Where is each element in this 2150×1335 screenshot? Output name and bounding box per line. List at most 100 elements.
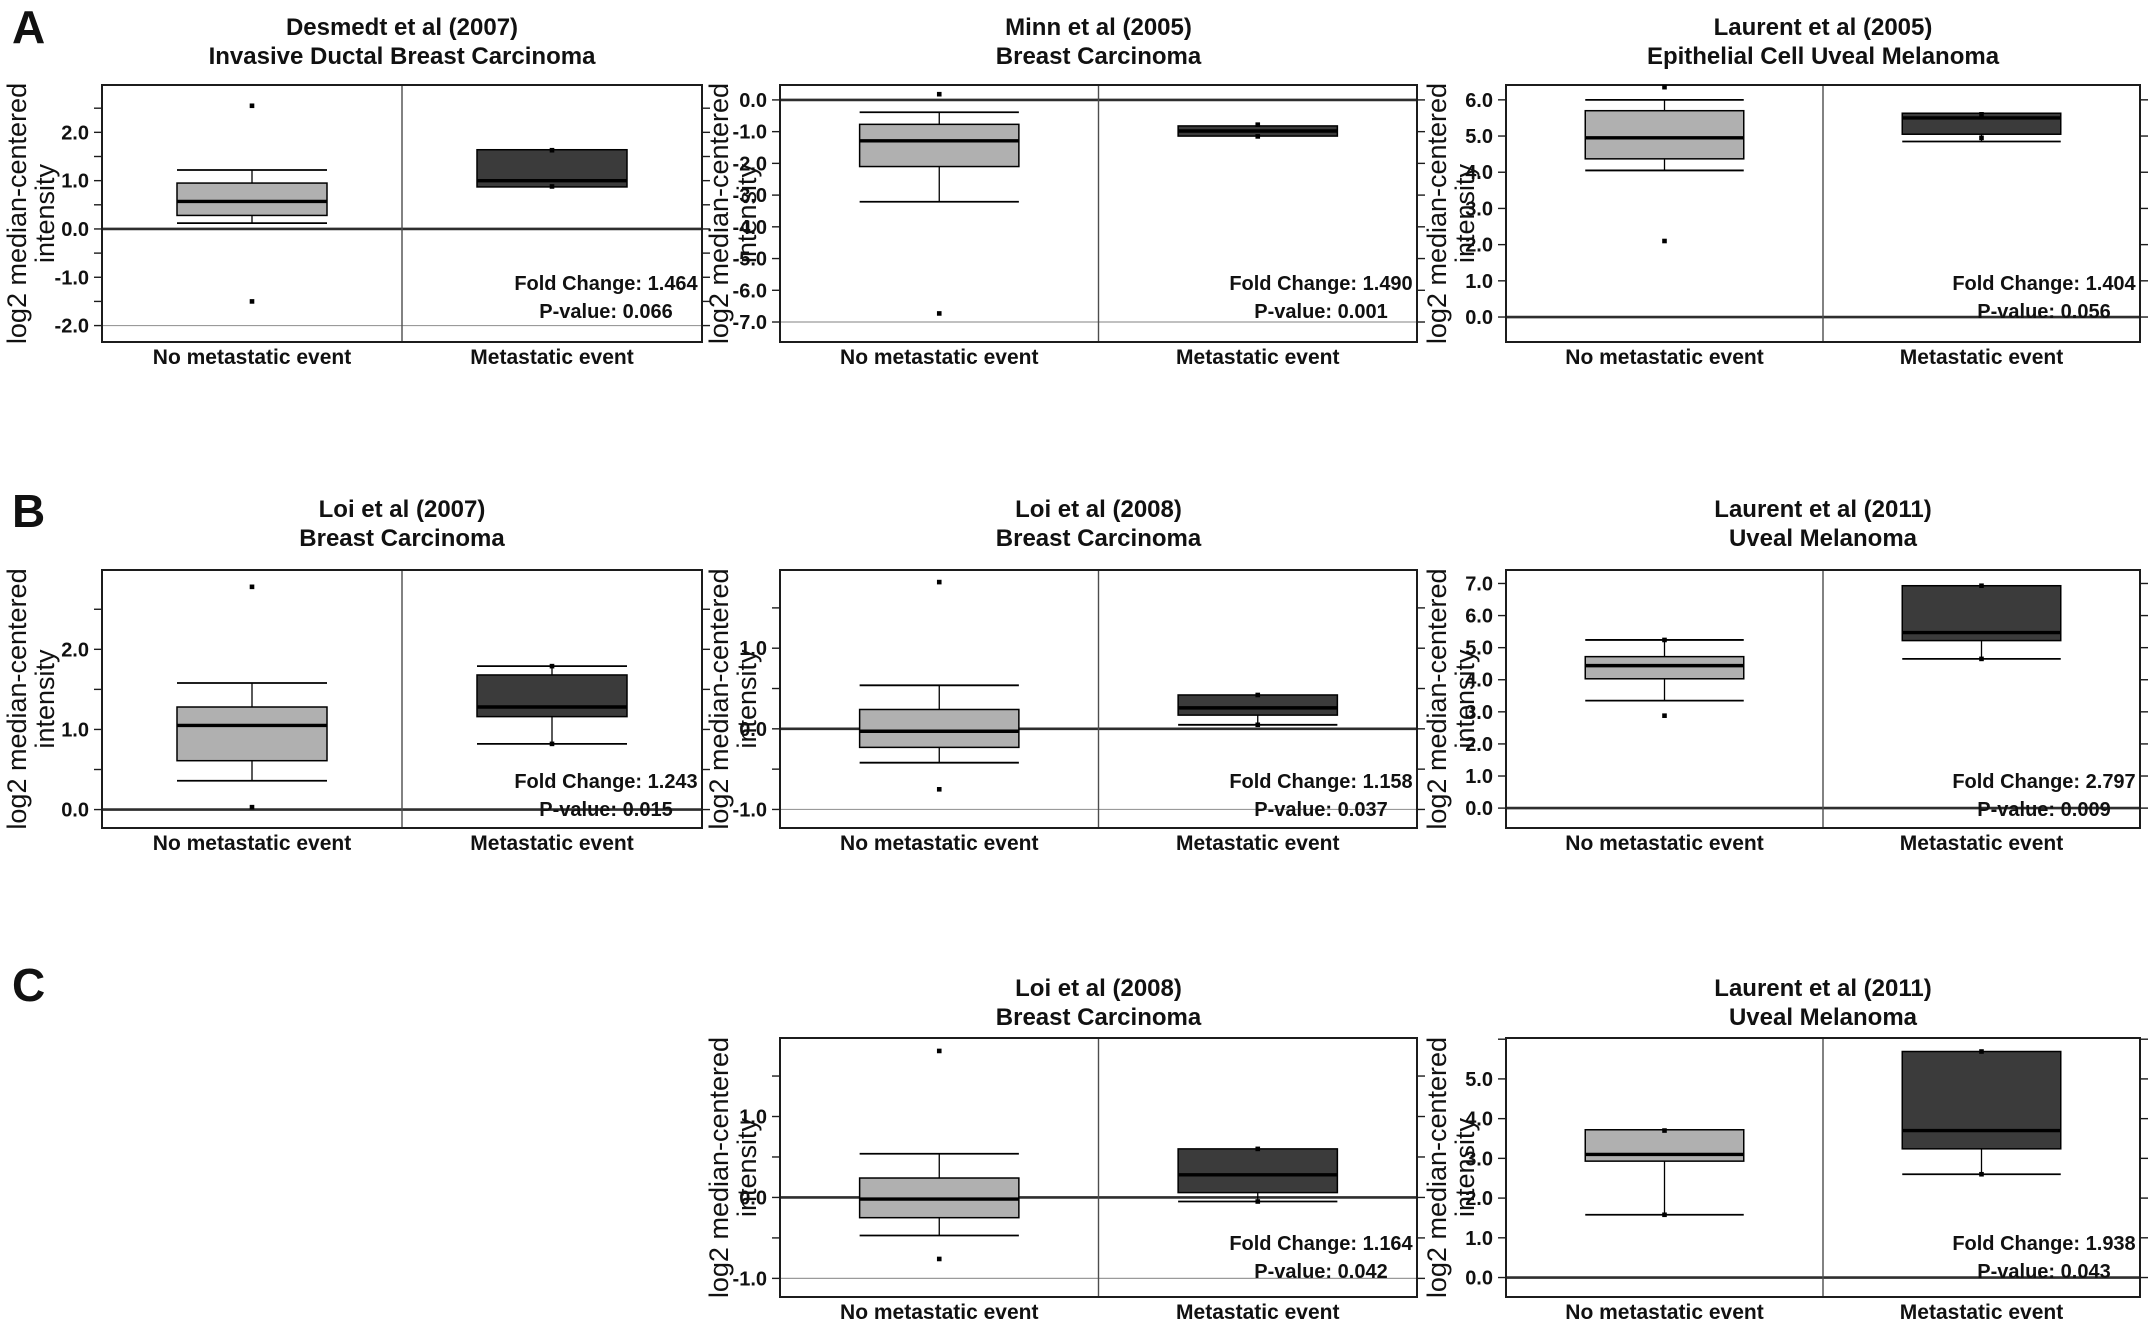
y-tick-label: 3.0 bbox=[1465, 198, 1493, 220]
outlier-dot bbox=[1255, 1199, 1261, 1204]
boxplot-panel-A-col0: 2.0 1.0 0.0 -1.0 -2.0 No metastatic event Meta… bbox=[2, 14, 710, 369]
outlier-dot bbox=[936, 1256, 942, 1262]
y-axis-label-line1: log2 median-centered bbox=[2, 83, 32, 344]
plot-title-line1: Desmedt et al (2007) bbox=[286, 14, 518, 41]
plot-title-line1: Loi et al (2007) bbox=[319, 496, 486, 523]
outlier-dot bbox=[936, 311, 942, 316]
y-tick-label: 3.0 bbox=[1465, 1148, 1493, 1170]
y-tick-label: 0.0 bbox=[1465, 798, 1493, 820]
fold-change-label: Fold Change: 1.464 bbox=[514, 273, 698, 295]
y-tick-label: 1.0 bbox=[739, 638, 767, 660]
y-axis-label-line2: intensity bbox=[30, 163, 60, 263]
plot-title-line1: Laurent et al (2005) bbox=[1714, 14, 1933, 41]
y-tick-label: -7.0 bbox=[733, 312, 767, 334]
y-tick-label: 0.0 bbox=[739, 719, 767, 741]
category-label-metastatic: Metastatic event bbox=[1176, 1301, 1339, 1324]
plot-title-line1: Loi et al (2008) bbox=[1015, 496, 1182, 523]
p-value-label: P-value: 0.042 bbox=[1254, 1261, 1387, 1283]
y-tick-label: 0.0 bbox=[61, 219, 89, 241]
plot-title-line1: Laurent et al (2011) bbox=[1714, 496, 1931, 523]
plot-border bbox=[1505, 1037, 2141, 1298]
y-tick-label: 2.0 bbox=[61, 639, 89, 661]
outlier-dot bbox=[549, 184, 555, 189]
category-label-no-metastatic: No metastatic event bbox=[840, 346, 1038, 369]
plot-title-line2: Breast Carcinoma bbox=[299, 525, 505, 552]
y-axis-label-line2: intensity bbox=[732, 649, 762, 749]
category-label-no-metastatic: No metastatic event bbox=[1565, 1301, 1763, 1324]
y-axis-label-line1: log2 median-centered bbox=[1422, 568, 1452, 829]
outlier-dot bbox=[1662, 713, 1667, 718]
box-no-metastatic bbox=[858, 91, 1020, 316]
y-axis-label-line2: intensity bbox=[732, 163, 762, 263]
y-tick-label: 5.0 bbox=[1465, 638, 1493, 660]
category-label-metastatic: Metastatic event bbox=[1900, 1301, 2063, 1324]
y-axis-label-line1: log2 median-centered bbox=[1422, 1037, 1452, 1298]
outlier-dot bbox=[249, 584, 255, 590]
p-value-label: P-value: 0.066 bbox=[539, 301, 672, 323]
plot-border bbox=[779, 569, 1418, 829]
iqr-box bbox=[858, 708, 1020, 749]
plot-title-line2: Epithelial Cell Uveal Melanoma bbox=[1647, 43, 2000, 70]
y-tick-label: 2.0 bbox=[1465, 235, 1493, 257]
box-metastatic bbox=[1901, 583, 2062, 662]
fold-change-label: Fold Change: 1.164 bbox=[1229, 1233, 1413, 1255]
plot-title-line2: Invasive Ductal Breast Carcinoma bbox=[209, 43, 596, 70]
plot-title-line2: Breast Carcinoma bbox=[996, 1004, 1202, 1031]
p-value-label: P-value: 0.015 bbox=[539, 799, 672, 821]
outlier-dot bbox=[1255, 122, 1261, 127]
y-axis-label-line1: log2 median-centered bbox=[1422, 83, 1452, 344]
iqr-box bbox=[1584, 109, 1745, 160]
boxplot-panel-B-col1: 1.0 0.0 -1.0 No metastatic event Metastatic … bbox=[704, 496, 1425, 855]
y-tick-label: -5.0 bbox=[733, 249, 767, 271]
plot-border bbox=[779, 1037, 1418, 1298]
box-metastatic bbox=[1901, 1049, 2062, 1177]
plot-title-line1: Laurent et al (2011) bbox=[1714, 975, 1931, 1002]
box-no-metastatic bbox=[858, 1048, 1020, 1262]
y-tick-label: 1.0 bbox=[61, 171, 89, 193]
box-no-metastatic bbox=[176, 103, 328, 304]
y-tick-label: 4.0 bbox=[1465, 162, 1493, 184]
plot-title-line2: Breast Carcinoma bbox=[996, 525, 1202, 552]
y-axis-label-line2: intensity bbox=[1450, 649, 1480, 749]
y-tick-label: 1.0 bbox=[739, 1107, 767, 1129]
y-tick-label: 5.0 bbox=[1465, 126, 1493, 148]
category-label-no-metastatic: No metastatic event bbox=[840, 1301, 1038, 1324]
category-label-metastatic: Metastatic event bbox=[1900, 832, 2063, 855]
y-tick-label: 0.0 bbox=[1465, 307, 1493, 329]
y-axis-label-line1: log2 median-centered bbox=[704, 1037, 734, 1298]
panel-label-b: B bbox=[12, 485, 46, 537]
p-value-label: P-value: 0.001 bbox=[1254, 301, 1387, 323]
plot-title-line2: Uveal Melanoma bbox=[1729, 525, 1918, 552]
y-tick-label: 0.0 bbox=[1465, 1268, 1493, 1290]
y-tick-label: 2.0 bbox=[61, 122, 89, 144]
iqr-box bbox=[858, 123, 1020, 168]
boxplot-panel-B-col0: 2.0 1.0 0.0 No metastatic event Metastatic e… bbox=[2, 496, 710, 855]
boxplot-panel-A-col1: 0.0 -1.0 -2.0 -3.0 -4.0 -5.0 -6.0 -7.0 No metast… bbox=[704, 14, 1425, 369]
iqr-box bbox=[1584, 1129, 1745, 1162]
iqr-box bbox=[1177, 694, 1339, 716]
outlier-dot bbox=[1255, 1146, 1261, 1152]
boxplot-panel-C-col1: 1.0 0.0 -1.0 No metastatic event Metastatic … bbox=[704, 975, 1425, 1324]
plot-title-line1: Loi et al (2008) bbox=[1015, 975, 1182, 1002]
box-metastatic bbox=[476, 147, 628, 189]
iqr-box bbox=[476, 674, 628, 718]
y-tick-label: 1.0 bbox=[1465, 766, 1493, 788]
fold-change-label: Fold Change: 1.158 bbox=[1229, 771, 1412, 793]
outlier-dot bbox=[1255, 722, 1261, 728]
iqr-box bbox=[176, 182, 328, 217]
y-tick-label: -4.0 bbox=[733, 217, 767, 239]
outlier-dot bbox=[936, 787, 942, 792]
y-tick-label: 2.0 bbox=[1465, 1188, 1493, 1210]
category-label-metastatic: Metastatic event bbox=[1900, 346, 2063, 369]
outlier-dot bbox=[1979, 135, 1984, 141]
y-tick-label: -2.0 bbox=[733, 153, 767, 175]
box-metastatic bbox=[476, 663, 628, 747]
fold-change-label: Fold Change: 1.490 bbox=[1229, 273, 1412, 295]
plot-border bbox=[1505, 569, 2141, 829]
fold-change-label: Fold Change: 1.404 bbox=[1952, 273, 2136, 295]
box-metastatic bbox=[1177, 122, 1339, 139]
y-axis-label-line2: intensity bbox=[732, 1117, 762, 1217]
category-label-no-metastatic: No metastatic event bbox=[1565, 832, 1763, 855]
